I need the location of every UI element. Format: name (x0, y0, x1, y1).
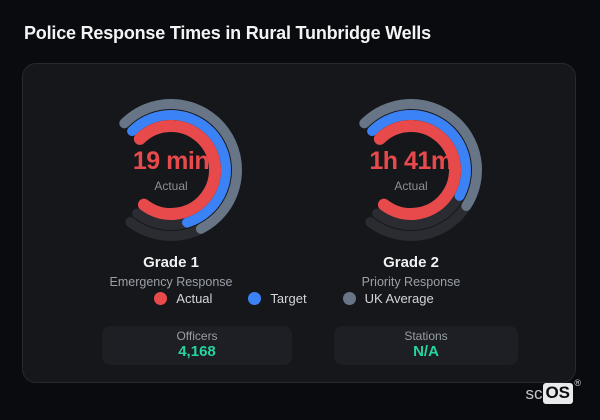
gauge-grade-2: 1h 41m Actual Grade 2 Priority Response (311, 90, 511, 289)
gauge-arcs-svg (119, 99, 242, 241)
gauge-center-text: 19 min Actual (91, 90, 251, 250)
legend-label: UK Average (364, 291, 434, 306)
stat-label: Stations (404, 328, 448, 343)
legend-label: Actual (176, 291, 213, 306)
logo-badge: OS ® (543, 378, 581, 405)
stat-box-officers: Officers 4,168 (102, 326, 292, 365)
gauge-rings-grade-2: 1h 41m Actual (331, 90, 491, 250)
gauge-value-sublabel: Actual (154, 178, 188, 193)
page-title: Police Response Times in Rural Tunbridge… (24, 23, 431, 43)
gauge-rings-grade-1: 19 min Actual (91, 90, 251, 250)
legend-item-target[interactable]: Target (248, 291, 307, 306)
target-value-arc (127, 110, 231, 228)
logo-prefix-text: sc (525, 383, 543, 403)
gauge-center-text: 1h 41m Actual (331, 90, 491, 250)
legend-item-actual[interactable]: Actual (154, 291, 212, 306)
actual-value-arc (373, 120, 461, 220)
stat-box-stations: Stations N/A (334, 326, 518, 365)
response-times-card: 19 min Actual Grade 1 Emergency Response… (22, 63, 576, 383)
chart-legend: Actual Target UK Average (23, 291, 565, 306)
uk_average-value-arc (359, 99, 482, 211)
gauge-value-sublabel: Actual (394, 178, 428, 193)
gauge-value: 1h 41m (369, 146, 453, 175)
registered-trademark-icon: ® (574, 378, 581, 388)
uk_average-value-arc (119, 99, 242, 234)
gauge-title: Grade 1 (143, 254, 199, 271)
logo-suffix-text: OS (545, 383, 570, 402)
gauge-title: Grade 2 (383, 254, 439, 271)
legend-item-uk_average[interactable]: UK Average (342, 291, 434, 306)
legend-dot-target (248, 292, 262, 305)
stat-value: 4,168 (178, 343, 216, 361)
gauge-grade-1: 19 min Actual Grade 1 Emergency Response (71, 90, 271, 289)
gauge-subtitle: Emergency Response (109, 275, 233, 289)
stat-value: N/A (413, 343, 439, 361)
gauge-arcs-svg (359, 99, 482, 241)
target-value-arc (367, 110, 471, 201)
gauge-value: 19 min (132, 146, 210, 175)
legend-dot-uk_average (342, 292, 356, 305)
actual-value-arc (133, 120, 221, 220)
scos-logo: sc OS ® (525, 378, 581, 405)
stat-label: Officers (176, 328, 218, 343)
legend-label: Target (270, 291, 307, 306)
legend-dot-actual (154, 292, 168, 305)
gauge-subtitle: Priority Response (361, 275, 461, 289)
